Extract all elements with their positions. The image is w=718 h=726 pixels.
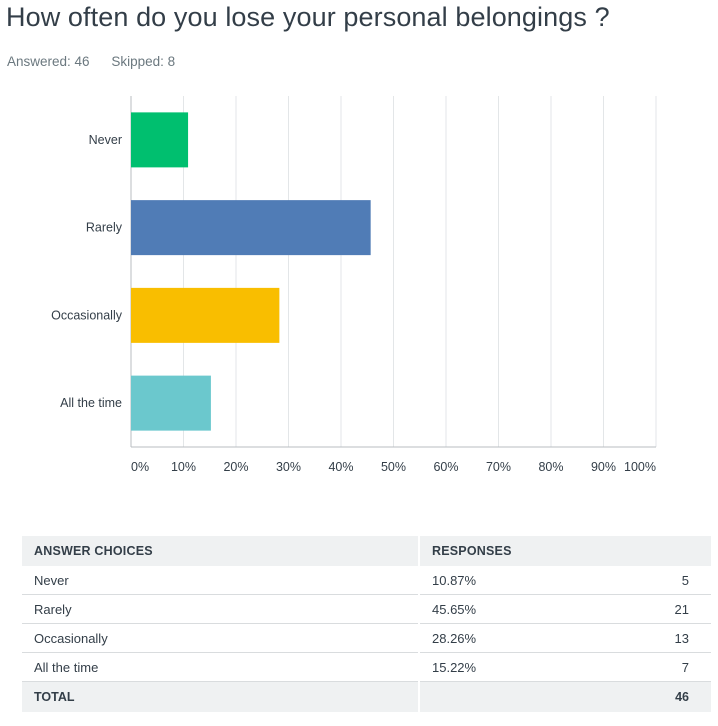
total-count: 46 — [590, 681, 711, 712]
bar[interactable] — [131, 200, 371, 256]
bar[interactable] — [131, 375, 211, 431]
x-tick-label: 20% — [223, 460, 248, 474]
bar[interactable] — [131, 112, 189, 168]
row-count: 13 — [590, 623, 711, 653]
row-percent: 15.22% — [418, 652, 591, 682]
x-tick-label: 40% — [328, 460, 353, 474]
total-row: TOTAL 46 — [22, 681, 711, 712]
row-choice: Never — [22, 566, 419, 595]
table-row: Never 10.87% 5 — [22, 566, 711, 595]
row-percent: 45.65% — [418, 594, 591, 624]
table-row: Rarely 45.65% 21 — [22, 594, 711, 624]
category-label: Never — [89, 133, 122, 147]
x-tick-label: 30% — [276, 460, 301, 474]
category-label: All the time — [60, 396, 122, 410]
row-count: 21 — [590, 594, 711, 624]
x-tick-label: 60% — [433, 460, 458, 474]
row-percent: 10.87% — [418, 566, 591, 595]
x-tick-label: 70% — [486, 460, 511, 474]
table-row: Occasionally 28.26% 13 — [22, 623, 711, 653]
x-tick-label: 10% — [171, 460, 196, 474]
results-table: ANSWER CHOICES RESPONSES Never 10.87% 5 … — [22, 536, 711, 712]
row-choice: All the time — [22, 652, 419, 682]
category-label: Rarely — [86, 221, 123, 235]
bar-chart: Never Rarely Occasionally All the time 0% 10… — [51, 96, 657, 474]
x-tick-label: 50% — [381, 460, 406, 474]
x-tick-label: 0% — [131, 460, 149, 474]
category-label: Occasionally — [51, 308, 123, 322]
answered-count: Answered: 46 — [7, 54, 90, 69]
table-row: All the time 15.22% 7 — [22, 652, 711, 682]
x-tick-label: 100% — [624, 460, 656, 474]
header-responses: RESPONSES — [418, 536, 711, 566]
response-stats: Answered: 46 Skipped: 8 — [7, 54, 193, 69]
skipped-count: Skipped: 8 — [111, 54, 176, 69]
bar[interactable] — [131, 287, 280, 343]
row-percent: 28.26% — [418, 623, 591, 653]
row-count: 7 — [590, 652, 711, 682]
row-choice: Occasionally — [22, 623, 419, 653]
header-answer-choices: ANSWER CHOICES — [22, 536, 419, 566]
row-choice: Rarely — [22, 594, 419, 624]
total-label: TOTAL — [22, 681, 419, 712]
total-spacer — [418, 681, 591, 712]
x-tick-label: 80% — [538, 460, 563, 474]
row-count: 5 — [590, 566, 711, 595]
x-tick-label: 90% — [591, 460, 616, 474]
question-title: How often do you lose your personal belo… — [6, 2, 610, 32]
